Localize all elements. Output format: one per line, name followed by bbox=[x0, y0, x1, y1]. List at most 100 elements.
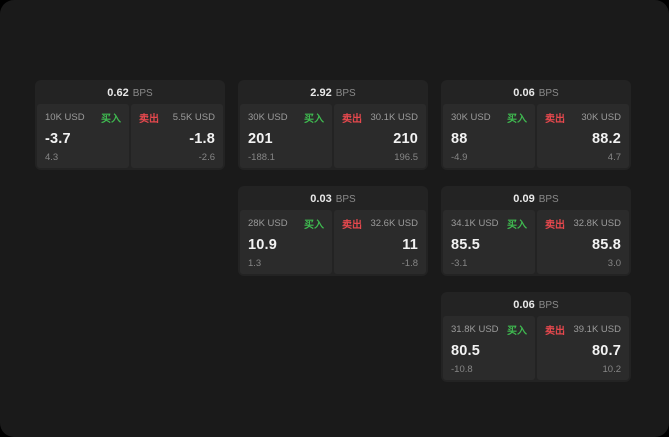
sell-price: 85.8 bbox=[591, 236, 621, 253]
buy-label: 买入 bbox=[304, 220, 324, 231]
quote-panels: 30K USD 买入 88 -4.9 卖出 30K USD 88.2 4.7 bbox=[443, 104, 629, 168]
buy-panel[interactable]: 28K USD 买入 10.9 1.3 bbox=[240, 210, 332, 274]
spread-value: 0.06 bbox=[513, 299, 535, 311]
bps-label: BPS bbox=[538, 87, 559, 99]
buy-label: 买入 bbox=[304, 114, 324, 125]
buy-top-row: 30K USD 买入 bbox=[248, 110, 324, 125]
buy-top-row: 31.8K USD 买入 bbox=[451, 322, 527, 337]
sell-price: 210 bbox=[393, 130, 418, 147]
bps-label: BPS bbox=[132, 87, 153, 99]
buy-price: -3.7 bbox=[45, 130, 71, 147]
sell-top-row: 卖出 32.6K USD bbox=[342, 216, 418, 231]
sell-delta: -2.6 bbox=[198, 152, 215, 163]
buy-delta: 4.3 bbox=[45, 152, 59, 163]
buy-price: 80.5 bbox=[451, 342, 481, 359]
buy-top-row: 28K USD 买入 bbox=[248, 216, 324, 231]
sell-panel[interactable]: 卖出 30.1K USD 210 196.5 bbox=[334, 104, 426, 168]
sell-size: 32.6K USD bbox=[370, 218, 418, 229]
quote-card: 0.03 BPS 28K USD 买入 10.9 1.3 卖出 32.6K US… bbox=[238, 186, 428, 276]
bps-label: BPS bbox=[335, 87, 356, 99]
buy-label: 买入 bbox=[101, 114, 121, 125]
buy-delta: -4.9 bbox=[451, 152, 468, 163]
sell-top-row: 卖出 30.1K USD bbox=[342, 110, 418, 125]
buy-panel[interactable]: 34.1K USD 买入 85.5 -3.1 bbox=[443, 210, 535, 274]
spread-header: 0.06 BPS bbox=[443, 82, 629, 104]
sell-panel[interactable]: 卖出 5.5K USD -1.8 -2.6 bbox=[131, 104, 223, 168]
sell-label: 卖出 bbox=[545, 114, 565, 125]
buy-panel[interactable]: 31.8K USD 买入 80.5 -10.8 bbox=[443, 316, 535, 380]
buy-size: 30K USD bbox=[248, 112, 288, 123]
quote-panels: 30K USD 买入 201 -188.1 卖出 30.1K USD 210 1… bbox=[240, 104, 426, 168]
sell-price: 88.2 bbox=[591, 130, 621, 147]
sell-price: -1.8 bbox=[189, 130, 215, 147]
sell-delta: 196.5 bbox=[394, 152, 418, 163]
quote-card: 0.09 BPS 34.1K USD 买入 85.5 -3.1 卖出 32.8K… bbox=[441, 186, 631, 276]
buy-panel[interactable]: 10K USD 买入 -3.7 4.3 bbox=[37, 104, 129, 168]
sell-size: 5.5K USD bbox=[172, 112, 215, 123]
buy-size: 34.1K USD bbox=[451, 218, 499, 229]
spread-value: 0.03 bbox=[310, 193, 332, 205]
sell-label: 卖出 bbox=[342, 114, 362, 125]
buy-top-row: 10K USD 买入 bbox=[45, 110, 121, 125]
buy-delta: 1.3 bbox=[248, 258, 262, 269]
buy-size: 10K USD bbox=[45, 112, 85, 123]
sell-top-row: 卖出 39.1K USD bbox=[545, 322, 621, 337]
buy-panel[interactable]: 30K USD 买入 88 -4.9 bbox=[443, 104, 535, 168]
sell-top-row: 卖出 32.8K USD bbox=[545, 216, 621, 231]
bps-label: BPS bbox=[538, 299, 559, 311]
sell-top-row: 卖出 5.5K USD bbox=[139, 110, 215, 125]
sell-price: 11 bbox=[402, 236, 418, 253]
sell-panel[interactable]: 卖出 32.8K USD 85.8 3.0 bbox=[537, 210, 629, 274]
buy-size: 31.8K USD bbox=[451, 324, 499, 335]
quote-card: 0.62 BPS 10K USD 买入 -3.7 4.3 卖出 5.5K USD bbox=[35, 80, 225, 170]
spread-value: 0.06 bbox=[513, 87, 535, 99]
sell-delta: -1.8 bbox=[401, 258, 418, 269]
buy-label: 买入 bbox=[507, 220, 527, 231]
sell-panel[interactable]: 卖出 39.1K USD 80.7 10.2 bbox=[537, 316, 629, 380]
sell-label: 卖出 bbox=[545, 220, 565, 231]
buy-panel[interactable]: 30K USD 买入 201 -188.1 bbox=[240, 104, 332, 168]
quote-grid: 0.62 BPS 10K USD 买入 -3.7 4.3 卖出 5.5K USD bbox=[35, 80, 631, 382]
buy-delta: -10.8 bbox=[451, 364, 473, 375]
sell-panel[interactable]: 卖出 30K USD 88.2 4.7 bbox=[537, 104, 629, 168]
quote-panels: 28K USD 买入 10.9 1.3 卖出 32.6K USD 11 -1.8 bbox=[240, 210, 426, 274]
buy-top-row: 34.1K USD 买入 bbox=[451, 216, 527, 231]
quote-card: 2.92 BPS 30K USD 买入 201 -188.1 卖出 30.1K … bbox=[238, 80, 428, 170]
sell-price: 80.7 bbox=[591, 342, 621, 359]
spread-header: 0.03 BPS bbox=[240, 188, 426, 210]
spread-header: 0.62 BPS bbox=[37, 82, 223, 104]
buy-size: 28K USD bbox=[248, 218, 288, 229]
buy-delta: -188.1 bbox=[248, 152, 275, 163]
buy-price: 201 bbox=[248, 130, 273, 147]
sell-size: 32.8K USD bbox=[573, 218, 621, 229]
quote-card: 0.06 BPS 31.8K USD 买入 80.5 -10.8 卖出 39.1… bbox=[441, 292, 631, 382]
quote-panels: 10K USD 买入 -3.7 4.3 卖出 5.5K USD -1.8 -2.… bbox=[37, 104, 223, 168]
sell-size: 30K USD bbox=[581, 112, 621, 123]
bps-label: BPS bbox=[335, 193, 356, 205]
sell-label: 卖出 bbox=[545, 326, 565, 337]
sell-delta: 10.2 bbox=[602, 364, 622, 375]
spread-header: 2.92 BPS bbox=[240, 82, 426, 104]
buy-top-row: 30K USD 买入 bbox=[451, 110, 527, 125]
spread-value: 2.92 bbox=[310, 87, 332, 99]
sell-delta: 4.7 bbox=[607, 152, 621, 163]
spread-value: 0.62 bbox=[107, 87, 129, 99]
sell-top-row: 卖出 30K USD bbox=[545, 110, 621, 125]
bps-label: BPS bbox=[538, 193, 559, 205]
spread-value: 0.09 bbox=[513, 193, 535, 205]
spread-header: 0.06 BPS bbox=[443, 294, 629, 316]
buy-delta: -3.1 bbox=[451, 258, 468, 269]
quote-card: 0.06 BPS 30K USD 买入 88 -4.9 卖出 30K USD bbox=[441, 80, 631, 170]
sell-panel[interactable]: 卖出 32.6K USD 11 -1.8 bbox=[334, 210, 426, 274]
sell-size: 39.1K USD bbox=[573, 324, 621, 335]
sell-label: 卖出 bbox=[139, 114, 159, 125]
quote-panels: 31.8K USD 买入 80.5 -10.8 卖出 39.1K USD 80.… bbox=[443, 316, 629, 380]
buy-price: 10.9 bbox=[248, 236, 278, 253]
buy-size: 30K USD bbox=[451, 112, 491, 123]
sell-label: 卖出 bbox=[342, 220, 362, 231]
buy-price: 88 bbox=[451, 130, 468, 147]
quote-panels: 34.1K USD 买入 85.5 -3.1 卖出 32.8K USD 85.8… bbox=[443, 210, 629, 274]
sell-size: 30.1K USD bbox=[370, 112, 418, 123]
spread-header: 0.09 BPS bbox=[443, 188, 629, 210]
